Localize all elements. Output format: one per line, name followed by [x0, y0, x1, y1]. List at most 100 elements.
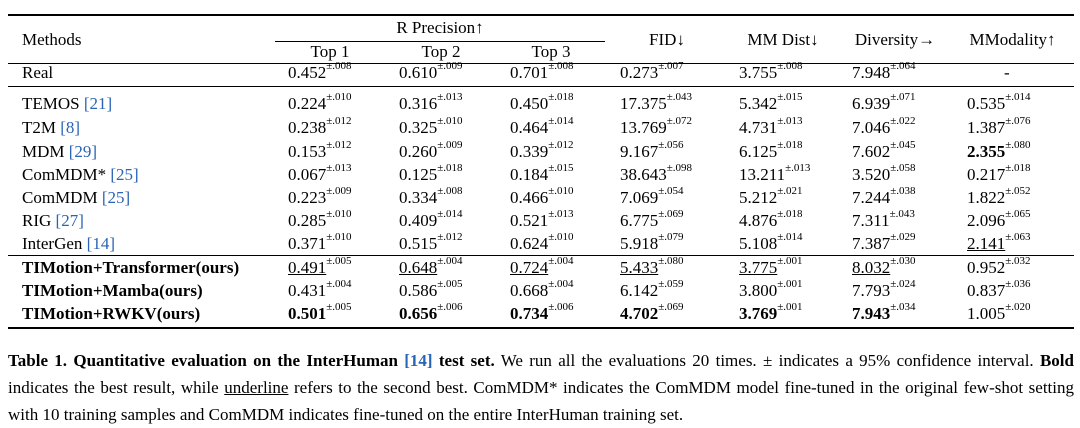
header-top3: Top 3 — [531, 42, 571, 61]
cell-confidence: ±.014 — [777, 231, 803, 243]
cell-value: 0.153 — [288, 142, 327, 161]
caption-text-1: We run all the evaluations 20 times. ± i… — [494, 351, 1040, 370]
cell-value: 0.223 — [288, 188, 327, 207]
cell-value: 0.501 — [288, 304, 327, 323]
cell-value: 0.952 — [967, 258, 1006, 277]
cell-mm-dist: 3.755±.008 — [739, 60, 803, 83]
cell-value: 5.342 — [739, 94, 778, 113]
cell-value: 0.668 — [510, 281, 549, 300]
cell-value: 0.334 — [399, 188, 438, 207]
cell-confidence: ±.018 — [437, 162, 463, 174]
cell-fid: 0.273±.007 — [620, 61, 684, 83]
cell-value: 13.211 — [739, 165, 786, 184]
cell-mm-dist: 4.876±.018 — [739, 208, 803, 231]
cell-confidence: ±.010 — [548, 231, 574, 243]
cell-value: 8.032 — [852, 258, 891, 277]
cell-value: 0.316 — [399, 94, 438, 113]
cell-value: 0.701 — [510, 63, 549, 82]
cell-confidence: ±.072 — [666, 115, 693, 127]
cell-confidence: ±.005 — [437, 278, 463, 290]
cell-mmodality: 2.355±.080 — [967, 139, 1031, 162]
cell-confidence: ±.012 — [326, 115, 352, 127]
cell-confidence: ±.001 — [777, 301, 803, 313]
method-name: TIMotion+Transformer(ours) — [22, 258, 239, 278]
method-citation: [14] — [86, 234, 115, 253]
cell-top1: 0.371±.010 — [288, 232, 352, 254]
cell-confidence: ±.012 — [326, 139, 352, 151]
cell-top3: 0.701±.008 — [510, 61, 574, 83]
cell-confidence: ±.020 — [1005, 301, 1031, 313]
caption-text-2: indicates the best result, while — [8, 378, 225, 397]
cell-confidence: ±.018 — [777, 208, 803, 220]
header-mmodality: MModality↑ — [969, 30, 1056, 49]
cell-confidence: ±.005 — [326, 255, 352, 267]
method-label: TIMotion+RWKV(ours) — [22, 304, 201, 323]
cell-confidence: ±.018 — [1005, 162, 1031, 174]
cell-confidence: ±.012 — [437, 231, 463, 243]
method-label: ComMDM* — [22, 165, 111, 184]
method-label: MDM — [22, 142, 69, 161]
cell-top2: 0.409±.014 — [399, 208, 463, 231]
cell-confidence: ±.063 — [1005, 231, 1031, 243]
cell-confidence: ±.059 — [658, 278, 684, 290]
method-name: T2M [8] — [22, 118, 80, 138]
header-bottom-rule — [8, 63, 1074, 64]
method-citation: [25] — [101, 188, 131, 207]
cell-fid: 9.167±.056 — [620, 139, 684, 162]
cell-confidence: ±.005 — [326, 301, 352, 313]
cell-confidence: ±.058 — [890, 162, 916, 174]
cell-diversity: 6.939±.071 — [852, 92, 916, 114]
cell-value: 7.602 — [852, 142, 891, 161]
cell-value: 9.167 — [620, 142, 659, 161]
cell-confidence: ±.001 — [777, 255, 803, 267]
cell-value: 0.325 — [399, 118, 438, 137]
real-row-rule — [8, 86, 1074, 87]
cell-confidence: ±.080 — [1005, 139, 1031, 151]
method-name: Real — [22, 63, 53, 83]
cell-top2: 0.260±.009 — [399, 140, 463, 162]
cell-value: 13.769 — [620, 118, 667, 137]
method-name: ComMDM [25] — [22, 188, 130, 208]
cell-top2: 0.648±.004 — [399, 256, 463, 278]
method-label: InterGen — [22, 234, 87, 253]
cell-top3: 0.184±.015 — [510, 162, 574, 185]
cell-mm-dist: 13.211±.013 — [739, 163, 810, 185]
method-name: MDM [29] — [22, 142, 97, 162]
cell-confidence: ±.056 — [658, 139, 684, 151]
caption-label: Table 1. — [8, 351, 74, 370]
cell-mmodality: 0.217±.018 — [967, 162, 1031, 185]
cell-confidence: ±.014 — [437, 208, 463, 220]
cell-confidence: ±.043 — [889, 208, 915, 220]
cell-confidence: ±.065 — [1005, 208, 1031, 220]
cell-value: 3.520 — [852, 165, 891, 184]
method-citation: [8] — [60, 118, 81, 137]
cell-confidence: ±.079 — [658, 231, 684, 243]
cell-value: 4.702 — [620, 304, 659, 323]
cell-value: 4.876 — [739, 211, 778, 230]
cell-confidence: ±.006 — [437, 301, 463, 313]
cell-top1: 0.501±.005 — [288, 301, 352, 324]
cell-value: 0.648 — [399, 258, 438, 277]
cell-value: 0.125 — [399, 165, 438, 184]
cell-confidence: ±.014 — [1005, 91, 1031, 103]
cell-confidence: ±.008 — [777, 60, 803, 72]
cell-confidence: ±.009 — [326, 185, 352, 197]
cell-value: 0.067 — [288, 165, 327, 184]
cell-value: 0.285 — [288, 211, 327, 230]
cell-top3: 0.466±.010 — [510, 186, 574, 208]
cell-diversity: 3.520±.058 — [852, 162, 916, 185]
cell-value: 2.141 — [967, 234, 1006, 253]
cell-value: 2.096 — [967, 211, 1006, 230]
cell-mm-dist: 5.212±.021 — [739, 186, 803, 208]
caption-title: Quantitative evaluation on the InterHuma… — [73, 351, 494, 370]
cell-confidence: ±.076 — [1005, 115, 1031, 127]
cell-fid: 5.918±.079 — [620, 231, 684, 254]
cell-value: 2.355 — [967, 142, 1006, 161]
cell-confidence: ±.015 — [548, 162, 574, 174]
cell-value: 7.387 — [852, 234, 891, 253]
cell-confidence: ±.024 — [890, 278, 916, 290]
cell-confidence: ±.054 — [658, 185, 684, 197]
cell-mmodality: 2.141±.063 — [967, 231, 1031, 254]
cell-value: 17.375 — [620, 94, 667, 113]
cell-value: 3.769 — [739, 304, 778, 323]
